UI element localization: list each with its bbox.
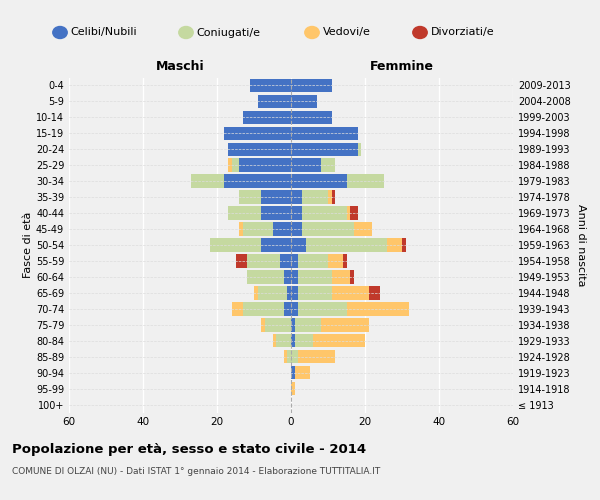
Bar [291, 350, 298, 364]
Bar [332, 270, 350, 283]
Bar [347, 174, 383, 188]
Y-axis label: Anni di nascita: Anni di nascita [576, 204, 586, 286]
Bar [328, 254, 343, 268]
Bar [284, 350, 287, 364]
Bar [235, 254, 247, 268]
Bar [295, 334, 313, 347]
Bar [291, 286, 298, 300]
Bar [262, 206, 291, 220]
Bar [272, 222, 291, 236]
Bar [354, 222, 373, 236]
Bar [302, 190, 328, 204]
Bar [387, 238, 402, 252]
Bar [258, 94, 291, 108]
Bar [302, 206, 347, 220]
Bar [343, 254, 347, 268]
Bar [291, 78, 332, 92]
Text: Coniugati/e: Coniugati/e [197, 28, 261, 38]
Bar [291, 270, 298, 283]
Bar [254, 286, 258, 300]
Bar [239, 222, 243, 236]
Bar [243, 222, 272, 236]
Bar [295, 318, 320, 332]
Text: Celibi/Nubili: Celibi/Nubili [71, 28, 137, 38]
Bar [347, 206, 350, 220]
Bar [280, 254, 291, 268]
Text: Maschi: Maschi [155, 60, 205, 72]
Bar [228, 142, 291, 156]
Bar [239, 190, 262, 204]
Text: Femmine: Femmine [370, 60, 434, 72]
Bar [320, 158, 335, 172]
Bar [262, 318, 265, 332]
Bar [332, 286, 368, 300]
Bar [291, 318, 295, 332]
Bar [291, 142, 358, 156]
Bar [272, 334, 276, 347]
Bar [284, 270, 291, 283]
Text: Vedovi/e: Vedovi/e [323, 28, 371, 38]
Bar [287, 350, 291, 364]
Text: Popolazione per età, sesso e stato civile - 2014: Popolazione per età, sesso e stato civil… [12, 442, 366, 456]
Bar [298, 286, 332, 300]
Bar [228, 206, 262, 220]
Bar [332, 190, 335, 204]
Bar [258, 286, 287, 300]
Bar [298, 270, 332, 283]
Bar [291, 190, 302, 204]
Bar [247, 254, 280, 268]
Text: COMUNE DI OLZAI (NU) - Dati ISTAT 1° gennaio 2014 - Elaborazione TUTTITALIA.IT: COMUNE DI OLZAI (NU) - Dati ISTAT 1° gen… [12, 468, 380, 476]
Bar [228, 158, 232, 172]
Bar [232, 302, 243, 316]
Bar [320, 318, 369, 332]
Bar [347, 302, 409, 316]
Bar [262, 238, 291, 252]
Bar [291, 238, 306, 252]
Bar [291, 126, 358, 140]
Bar [350, 270, 354, 283]
Bar [313, 334, 365, 347]
Bar [191, 174, 224, 188]
Bar [306, 238, 387, 252]
Bar [232, 158, 239, 172]
Bar [291, 334, 295, 347]
Bar [291, 302, 298, 316]
Text: Divorziati/e: Divorziati/e [431, 28, 494, 38]
Bar [209, 238, 262, 252]
Bar [291, 366, 295, 380]
Bar [243, 110, 291, 124]
Bar [224, 126, 291, 140]
Bar [368, 286, 380, 300]
Bar [291, 174, 347, 188]
Bar [298, 302, 347, 316]
Bar [298, 254, 328, 268]
Bar [328, 190, 332, 204]
Bar [295, 366, 310, 380]
Bar [350, 206, 358, 220]
Bar [224, 174, 291, 188]
Bar [250, 78, 291, 92]
Bar [291, 94, 317, 108]
Bar [291, 110, 332, 124]
Bar [298, 350, 335, 364]
Bar [262, 190, 291, 204]
Bar [284, 302, 291, 316]
Bar [291, 382, 295, 396]
Bar [302, 222, 354, 236]
Bar [358, 142, 361, 156]
Bar [291, 158, 320, 172]
Bar [291, 254, 298, 268]
Bar [291, 222, 302, 236]
Bar [243, 302, 284, 316]
Bar [239, 158, 291, 172]
Bar [291, 206, 302, 220]
Y-axis label: Fasce di età: Fasce di età [23, 212, 33, 278]
Bar [276, 334, 291, 347]
Bar [265, 318, 291, 332]
Bar [247, 270, 284, 283]
Bar [402, 238, 406, 252]
Bar [287, 286, 291, 300]
